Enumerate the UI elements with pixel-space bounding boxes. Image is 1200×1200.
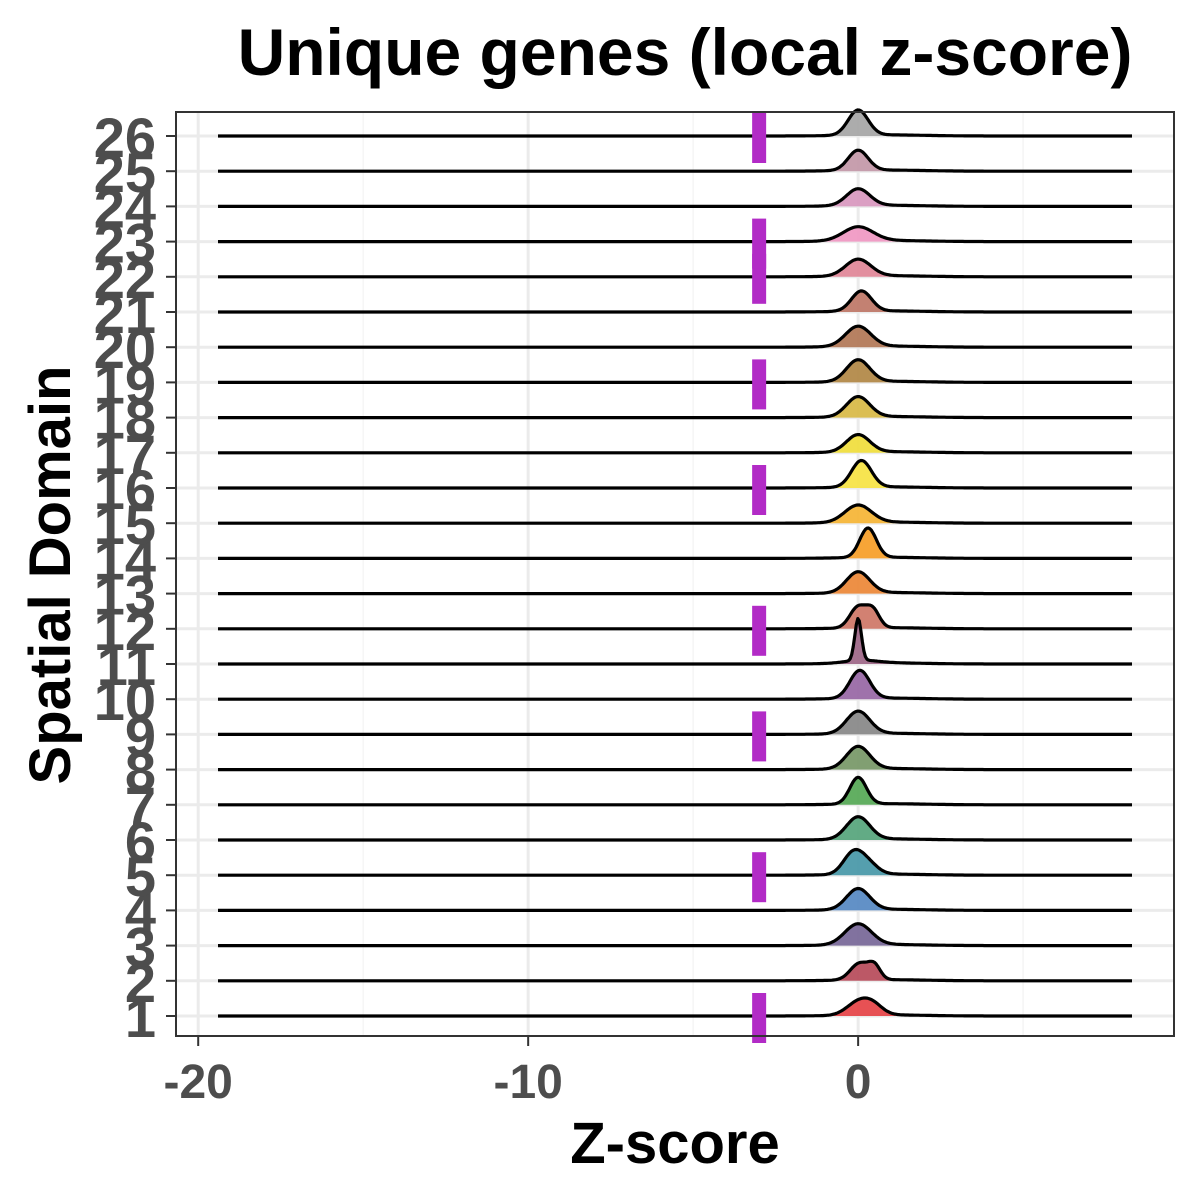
y-tick-label-14: 14 [94, 528, 156, 591]
ridge-line-7 [217, 775, 1133, 807]
ridge-line-11 [217, 617, 1133, 666]
ridge-line-25 [217, 148, 1133, 173]
y-tick-label-9: 9 [125, 704, 156, 767]
y-tick-label-21: 21 [94, 282, 156, 345]
y-tick-label-7: 7 [125, 775, 156, 838]
ridge-line-23 [217, 225, 1133, 244]
threshold-marker-19 [752, 359, 767, 410]
x-tick-label: 0 [845, 1056, 872, 1109]
y-tick-label-24: 24 [94, 176, 156, 239]
threshold-marker-9 [752, 711, 767, 762]
y-tick-label-4: 4 [125, 880, 156, 943]
threshold-marker-16 [752, 465, 767, 515]
x-tick-label: -20 [164, 1056, 233, 1109]
y-tick-label-25: 25 [94, 141, 156, 204]
y-tick-label-15: 15 [94, 493, 156, 556]
chart-title: Unique genes (local z-score) [238, 15, 1133, 89]
ridge-line-24 [217, 187, 1133, 208]
y-tick-label-20: 20 [94, 317, 156, 380]
y-tick-label-13: 13 [94, 564, 156, 627]
ridge-line-26 [217, 108, 1133, 138]
y-tick-label-8: 8 [125, 740, 156, 803]
ridge-line-18 [217, 395, 1133, 420]
y-tick-label-11: 11 [97, 634, 156, 697]
plot-panel [175, 108, 1175, 1043]
ridge-line-2 [217, 959, 1133, 983]
threshold-marker-12 [752, 605, 767, 656]
threshold-marker-26 [752, 113, 767, 163]
y-tick-label-10: 10 [94, 669, 156, 732]
ridge-line-3 [217, 922, 1133, 948]
ridge-line-8 [217, 744, 1133, 772]
ridge-line-6 [217, 815, 1133, 842]
ridge-line-19 [217, 358, 1133, 384]
ridge-line-21 [217, 289, 1133, 314]
ridge-line-13 [217, 570, 1133, 596]
ridge-line-4 [217, 886, 1133, 912]
ridge-line-5 [217, 847, 1133, 877]
y-tick-label-16: 16 [94, 458, 156, 521]
ridge-line-20 [217, 324, 1133, 349]
y-tick-label-18: 18 [94, 388, 156, 451]
x-tick-label: -10 [493, 1056, 562, 1109]
panel-background [176, 112, 1174, 1036]
ridge-line-17 [217, 433, 1133, 455]
y-tick-label-22: 22 [94, 247, 156, 310]
threshold-marker-23 [752, 218, 767, 269]
y-tick-label-2: 2 [125, 951, 156, 1014]
panel-border [175, 111, 1175, 1037]
threshold-marker-1 [752, 993, 767, 1043]
ridge-line-10 [217, 668, 1133, 701]
y-axis-title: Spatial Domain [18, 366, 83, 785]
ridge-line-15 [217, 503, 1133, 525]
threshold-marker-5 [752, 852, 767, 903]
y-tick-label-3: 3 [125, 916, 156, 979]
ridge-line-1 [217, 996, 1133, 1018]
y-tick-label-17: 17 [94, 423, 156, 486]
y-tick-label-5: 5 [125, 845, 156, 908]
ridge-line-12 [217, 603, 1133, 631]
y-tick-label-26: 26 [94, 106, 156, 169]
y-tick-label-6: 6 [125, 810, 156, 873]
ridge-line-16 [217, 458, 1133, 490]
y-tick-label-12: 12 [94, 599, 156, 662]
ridge-line-14 [217, 526, 1133, 560]
x-axis-title: Z-score [570, 1111, 780, 1176]
ridge-line-22 [217, 257, 1133, 279]
y-tick-label-23: 23 [94, 212, 156, 275]
ridge-line-9 [217, 709, 1133, 736]
y-tick-label-1: 1 [125, 986, 156, 1049]
y-tick-label-19: 19 [94, 352, 156, 415]
